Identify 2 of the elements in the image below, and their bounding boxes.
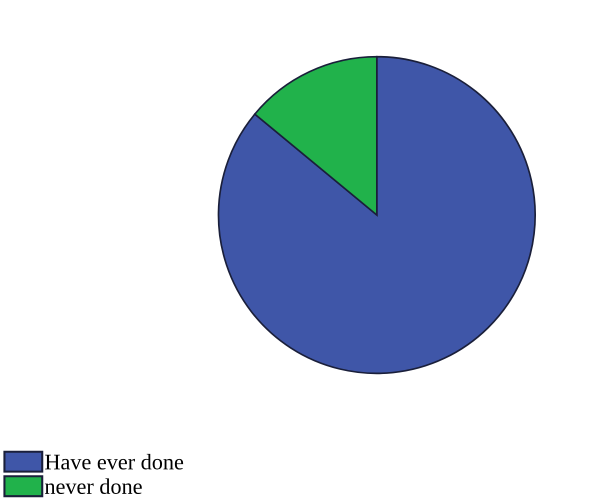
legend-label: Have ever done (45, 454, 184, 470)
legend-label: never done (44, 478, 142, 494)
